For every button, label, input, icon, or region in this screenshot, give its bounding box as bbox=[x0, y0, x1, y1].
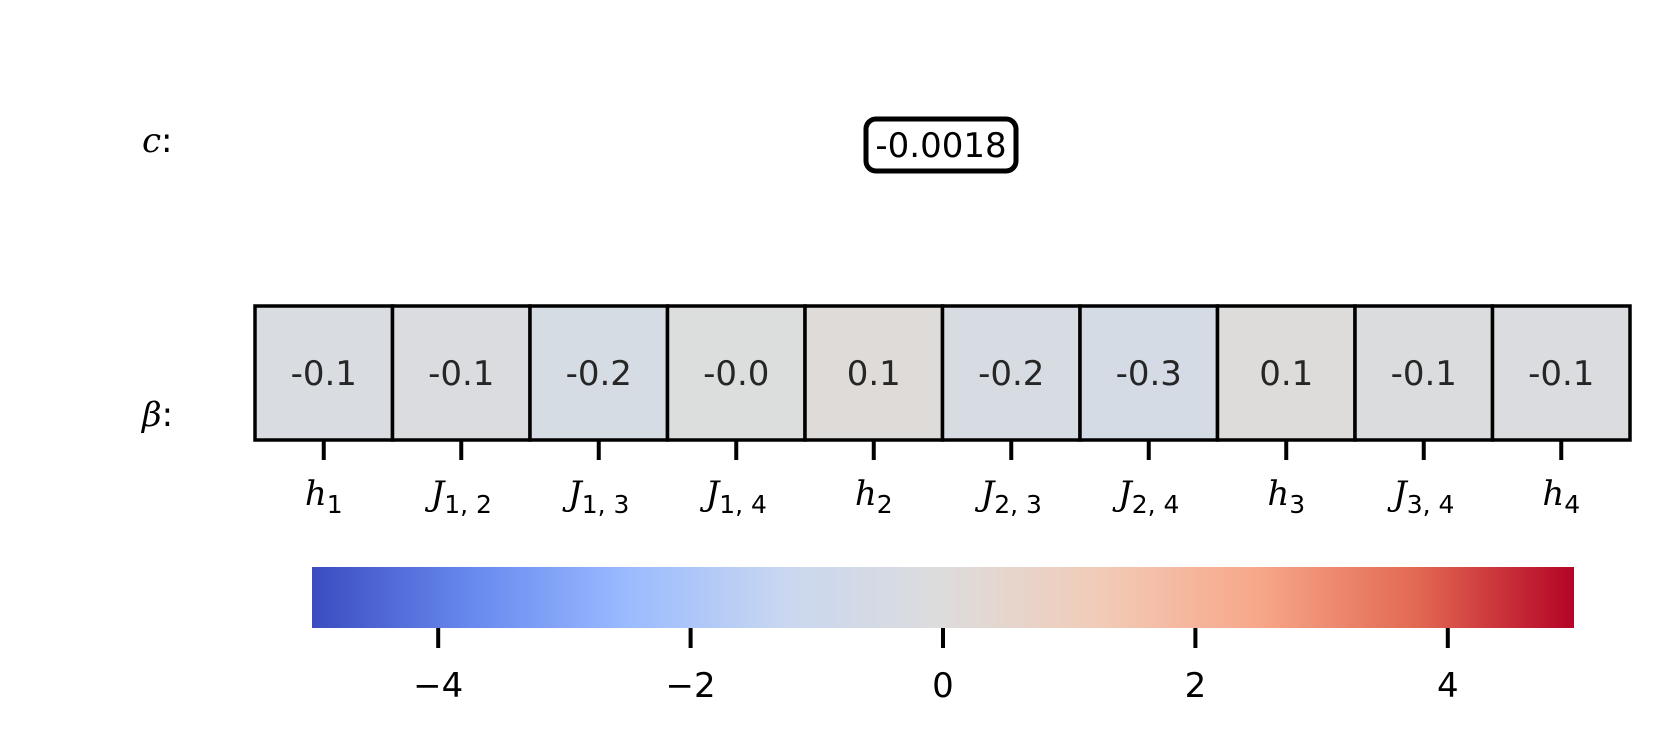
heatmap-cell: -0.2 J2, 3 bbox=[940, 304, 1082, 519]
heatmap-cell-rect bbox=[803, 304, 945, 442]
colorbar-tick-label: 4 bbox=[1437, 666, 1459, 706]
heatmap-cell-value: 0.1 bbox=[1259, 354, 1313, 394]
coefficient-heatmap: -0.1 h1 -0.1 J1, 2 -0.2 J1, 3 -0.0 J1, 4 0.1 h2 -0… bbox=[253, 304, 1632, 519]
heatmap-cell: 0.1 h3 bbox=[1215, 304, 1357, 519]
heatmap-cell-value: -0.2 bbox=[566, 354, 632, 394]
heatmap-cell-rect bbox=[1353, 304, 1495, 442]
x-tick-label: J1, 3 bbox=[562, 474, 629, 519]
x-tick-label: J1, 2 bbox=[425, 474, 492, 519]
heatmap-cell-rect bbox=[253, 304, 395, 442]
heatmap-cell-value: -0.2 bbox=[978, 354, 1044, 394]
heatmap-cell: 0.1 h2 bbox=[803, 304, 945, 519]
colorbar-tick-label: −4 bbox=[413, 666, 463, 706]
x-tick-label: h1 bbox=[305, 474, 343, 519]
heatmap-cell-value: 0.1 bbox=[847, 354, 901, 394]
x-tick-label: h2 bbox=[855, 474, 893, 519]
heatmap-cell-value: -0.0 bbox=[703, 354, 769, 394]
colorbar-tick-label: 2 bbox=[1185, 666, 1207, 706]
heatmap-cell-value: -0.1 bbox=[1528, 354, 1594, 394]
heatmap-cell-rect bbox=[1078, 304, 1220, 442]
x-tick-label: J1, 4 bbox=[700, 474, 767, 519]
heatmap-cell-value: -0.1 bbox=[428, 354, 494, 394]
x-tick-label: J2, 3 bbox=[975, 474, 1042, 519]
heatmap-cell-value: -0.3 bbox=[1116, 354, 1182, 394]
constant-value: -0.0018 bbox=[875, 126, 1006, 166]
colorbar-tick-label: 0 bbox=[932, 666, 954, 706]
heatmap-cell-rect bbox=[1490, 304, 1632, 442]
x-tick-label: h3 bbox=[1267, 474, 1305, 519]
heatmap-cell-value: -0.1 bbox=[1391, 354, 1457, 394]
heatmap-cell-value: -0.1 bbox=[291, 354, 357, 394]
x-tick-label: h4 bbox=[1542, 474, 1580, 519]
heatmap-cell: -0.1 J3, 4 bbox=[1353, 304, 1495, 519]
heatmap-cell: -0.2 J1, 3 bbox=[528, 304, 670, 519]
colorbar-tick-label: −2 bbox=[666, 666, 716, 706]
heatmap-cell: -0.1 h1 bbox=[253, 304, 395, 519]
heatmap-cell-rect bbox=[528, 304, 670, 442]
heatmap-cell: -0.3 J2, 4 bbox=[1078, 304, 1220, 519]
x-tick-label: J3, 4 bbox=[1387, 474, 1454, 519]
c-row-label: c: bbox=[142, 121, 173, 161]
beta-row-label: β: bbox=[140, 395, 173, 435]
colorbar-gradient bbox=[312, 567, 1574, 628]
heatmap-cell-rect bbox=[940, 304, 1082, 442]
colorbar: −4 −2 0 2 4 bbox=[312, 567, 1574, 706]
heatmap-cell: -0.1 h4 bbox=[1490, 304, 1632, 519]
constant-box: -0.0018 bbox=[863, 116, 1019, 174]
x-tick-label: J2, 4 bbox=[1112, 474, 1179, 519]
heatmap-cell: -0.0 J1, 4 bbox=[665, 304, 807, 519]
heatmap-cell: -0.1 J1, 2 bbox=[390, 304, 532, 519]
